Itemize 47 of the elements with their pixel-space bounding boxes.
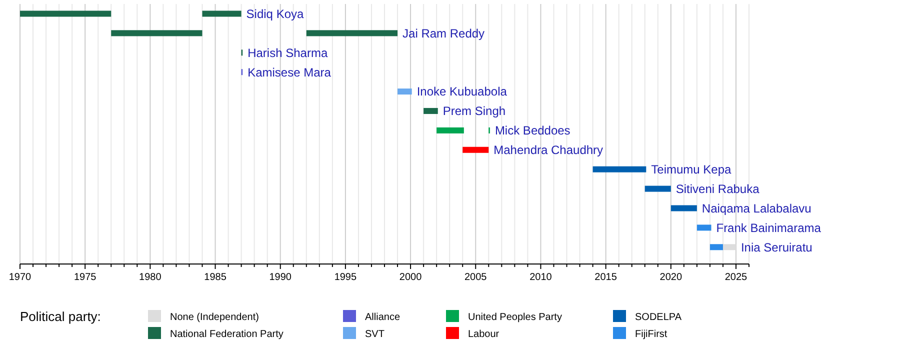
- x-tick-label: 1975: [74, 272, 97, 283]
- legend-label: United Peoples Party: [468, 312, 562, 323]
- y-tick-label: Kamisese Mara: [248, 65, 332, 80]
- x-tick-label: 2015: [594, 272, 618, 283]
- legend-label: SVT: [365, 329, 384, 340]
- y-tick-label: Inia Seruiratu: [740, 240, 812, 254]
- bar: [644, 186, 671, 192]
- bar: [710, 244, 723, 250]
- y-tick-label: Inoke Kubuabola: [416, 84, 508, 99]
- y-tick-label: Mahendra Chaudhry: [494, 143, 604, 158]
- x-tick-label: 2005: [464, 272, 488, 283]
- legend-label: National Federation Party: [170, 329, 284, 340]
- bar: [398, 88, 412, 95]
- legend-label: Labour: [468, 329, 500, 340]
- x-tick-label: 1995: [334, 272, 358, 283]
- bar: [20, 10, 112, 17]
- y-tick-label: Naiqama Lalabalavu: [702, 201, 812, 216]
- x-tick-label: 2000: [399, 272, 422, 283]
- bar: [462, 146, 489, 153]
- bar: [306, 30, 398, 36]
- legend-label: Alliance: [365, 312, 400, 323]
- y-tick-label: Frank Bainimarama: [716, 220, 822, 235]
- y-tick-label: Sitiveni Rabuka: [676, 182, 760, 196]
- legend-label: None (Independent): [170, 312, 259, 323]
- bar: [111, 30, 202, 36]
- bar: [670, 205, 697, 212]
- bar: [696, 224, 712, 231]
- bar: [592, 166, 646, 172]
- legend-label: SODELPA: [635, 312, 682, 323]
- y-tick-label: Teimumu Kepa: [651, 162, 732, 177]
- x-tick-label: 1970: [8, 272, 32, 283]
- bar: [436, 127, 464, 134]
- y-tick-label: Mick Beddoes: [494, 124, 570, 138]
- x-tick-label: 2020: [660, 272, 682, 283]
- y-tick-label: Sidiq Koya: [246, 6, 304, 21]
- y-tick-label: Harish Sharma: [248, 46, 328, 60]
- x-tick-label: 2010: [530, 272, 552, 283]
- x-tick-label: 1980: [139, 272, 162, 283]
- x-tick-label: 1990: [269, 272, 292, 283]
- y-tick-label: Prem Singh: [442, 104, 506, 118]
- bar: [424, 108, 438, 114]
- x-tick-label: 2025: [724, 272, 748, 283]
- x-tick-label: 1985: [204, 272, 227, 283]
- bar: [202, 10, 242, 17]
- legend-label: FijiFirst: [635, 329, 668, 340]
- legend-title: Political party:: [20, 309, 101, 324]
- y-tick-label: Jai Ram Reddy: [402, 26, 485, 40]
